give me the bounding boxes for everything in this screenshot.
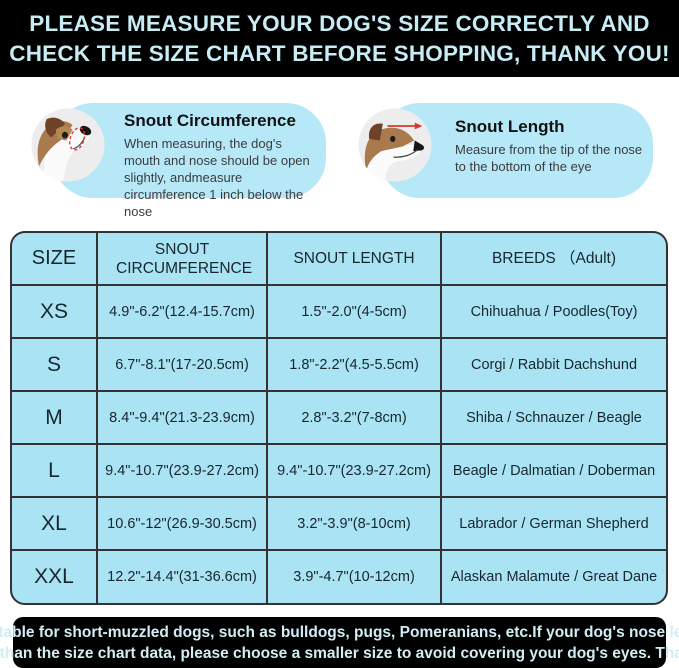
cell-length: 1.5"-2.0"(4-5cm): [266, 284, 442, 339]
table-row: M 8.4"-9.4"(21.3-23.9cm) 2.8"-3.2"(7-8cm…: [12, 390, 666, 445]
banner-line-2: CHECK THE SIZE CHART BEFORE SHOPPING, TH…: [9, 40, 670, 66]
column-header-circumference-label: SNOUT CIRCUMFERENCE: [116, 240, 253, 277]
dog-snout-circumference-photo: [30, 107, 106, 183]
cell-circumference: 8.4"-9.4"(21.3-23.9cm): [96, 390, 269, 445]
bottom-note: Not suitable for short-muzzled dogs, suc…: [0, 617, 679, 668]
cell-length: 1.8"-2.2"(4.5-5.5cm): [266, 337, 442, 392]
info-box-snout-circumference: Snout Circumference When measuring, the …: [30, 103, 326, 219]
cell-size: XXL: [12, 549, 99, 603]
cell-breeds: Alaskan Malamute / Great Dane: [440, 549, 666, 603]
size-chart: SIZE SNOUT CIRCUMFERENCE SNOUT LENGTH BR…: [10, 231, 668, 605]
dog-snout-length-photo: [357, 107, 433, 183]
table-row: L 9.4"-10.7"(23.9-27.2cm) 9.4"-10.7"(23.…: [12, 443, 666, 498]
size-chart-table: SIZE SNOUT CIRCUMFERENCE SNOUT LENGTH BR…: [12, 233, 666, 603]
length-arrow-icon: [387, 122, 423, 130]
info-title: Snout Circumference: [124, 111, 296, 130]
cell-circumference: 4.9"-6.2"(12.4-15.7cm): [96, 284, 269, 339]
info-text-block: Snout Length Measure from the tip of the…: [455, 117, 645, 175]
cell-circumference: 10.6"-12"(26.9-30.5cm): [96, 496, 269, 551]
table-row: XXL 12.2"-14.4"(31-36.6cm) 3.9"-4.7"(10-…: [12, 549, 666, 603]
cell-breeds: Corgi / Rabbit Dachshund: [440, 337, 666, 392]
cell-breeds: Labrador / German Shepherd: [440, 496, 666, 551]
cell-length: 3.2"-3.9"(8-10cm): [266, 496, 442, 551]
cell-circumference: 12.2"-14.4"(31-36.6cm): [96, 549, 269, 603]
column-header-circumference: SNOUT CIRCUMFERENCE: [96, 233, 269, 286]
cell-breeds: Beagle / Dalmatian / Doberman: [440, 443, 666, 498]
top-banner: PLEASE MEASURE YOUR DOG'S SIZE CORRECTLY…: [0, 0, 679, 77]
dog-head-length-icon: [358, 108, 432, 182]
dashed-circumference-marker-icon: [69, 127, 86, 151]
table-row: XS 4.9"-6.2"(12.4-15.7cm) 1.5"-2.0"(4-5c…: [12, 284, 666, 339]
info-description: When measuring, the dog's mouth and nose…: [124, 136, 310, 219]
note-line-2: smaller than the size chart data, please…: [0, 644, 679, 662]
cell-circumference: 9.4"-10.7"(23.9-27.2cm): [96, 443, 269, 498]
dog-head-circumference-icon: [31, 108, 105, 182]
info-box-snout-length: Snout Length Measure from the tip of the…: [357, 103, 653, 198]
cell-length: 9.4"-10.7"(23.9-27.2cm): [266, 443, 442, 498]
cell-breeds: Shiba / Schnauzer / Beagle: [440, 390, 666, 445]
cell-breeds: Chihuahua / Poodles(Toy): [440, 284, 666, 339]
cell-circumference: 6.7"-8.1"(17-20.5cm): [96, 337, 269, 392]
cell-size: XL: [12, 496, 99, 551]
column-header-breeds: BREEDS （Adult): [440, 233, 666, 286]
info-text-block: Snout Circumference When measuring, the …: [124, 111, 318, 220]
cell-length: 3.9"-4.7"(10-12cm): [266, 549, 442, 603]
column-header-size: SIZE: [12, 233, 99, 286]
table-row: XL 10.6"-12"(26.9-30.5cm) 3.2"-3.9"(8-10…: [12, 496, 666, 551]
measuring-instructions: Snout Circumference When measuring, the …: [30, 103, 653, 219]
note-line-1: Not suitable for short-muzzled dogs, suc…: [0, 623, 679, 641]
column-header-length: SNOUT LENGTH: [266, 233, 442, 286]
table-header-row: SIZE SNOUT CIRCUMFERENCE SNOUT LENGTH BR…: [12, 233, 666, 286]
cell-size: L: [12, 443, 99, 498]
table-row: S 6.7"-8.1"(17-20.5cm) 1.8"-2.2"(4.5-5.5…: [12, 337, 666, 392]
cell-size: S: [12, 337, 99, 392]
info-description: Measure from the tip of the nose to the …: [455, 142, 643, 174]
cell-size: M: [12, 390, 99, 445]
banner-line-1: PLEASE MEASURE YOUR DOG'S SIZE CORRECTLY…: [29, 10, 650, 36]
cell-length: 2.8"-3.2"(7-8cm): [266, 390, 442, 445]
cell-size: XS: [12, 284, 99, 339]
info-title: Snout Length: [455, 117, 565, 136]
